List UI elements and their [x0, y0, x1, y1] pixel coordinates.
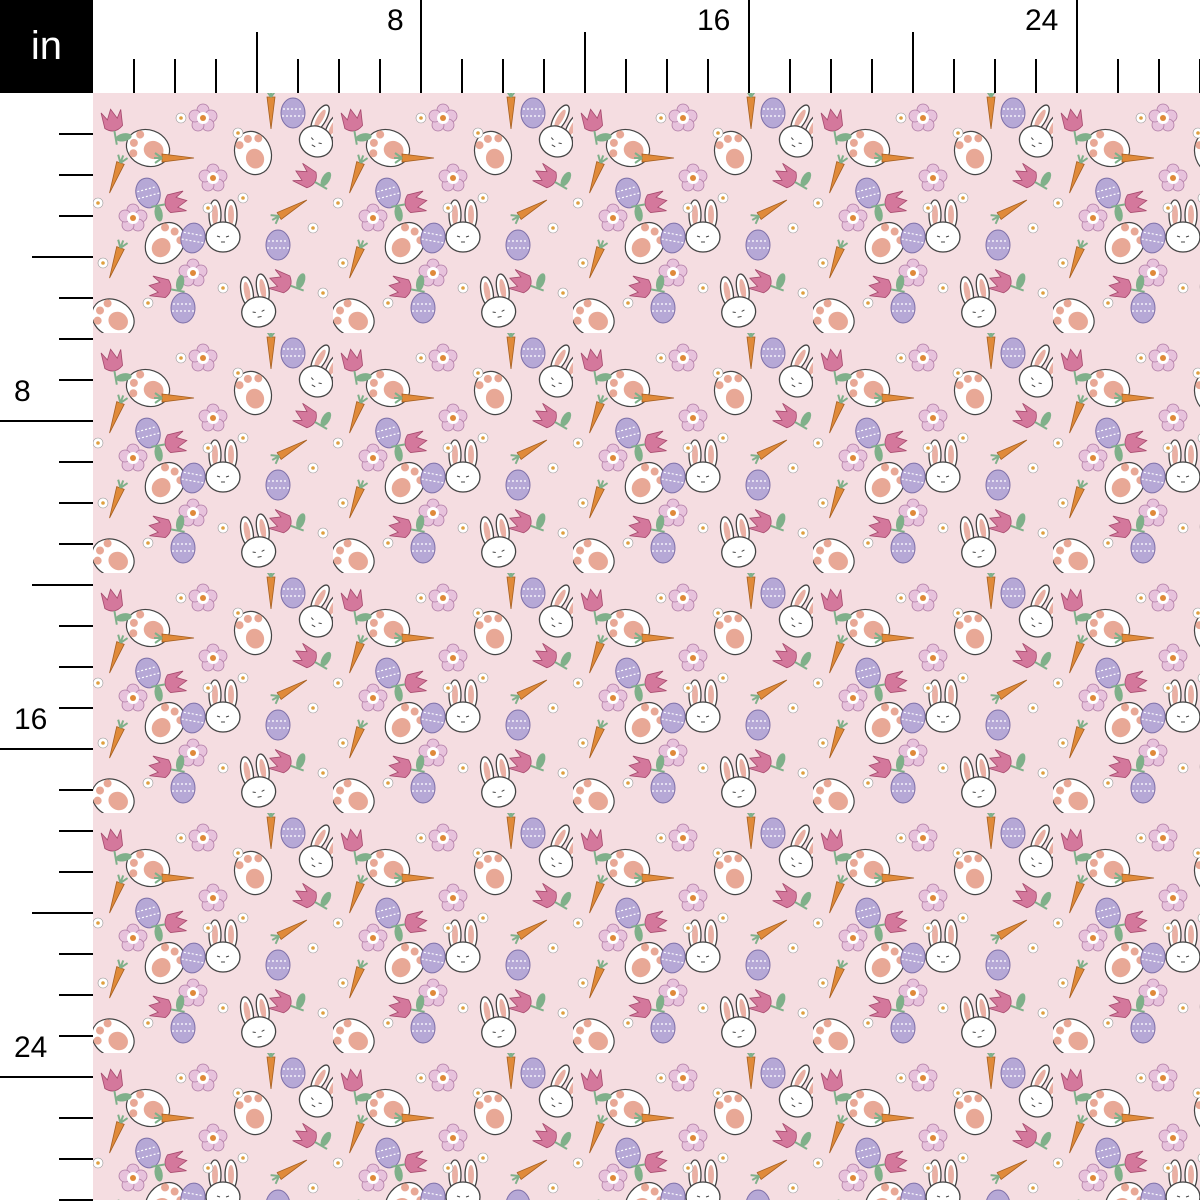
ruler-tick [502, 59, 504, 93]
ruler-tick [59, 789, 93, 791]
ruler-tick [338, 59, 340, 93]
ruler-tick [59, 338, 93, 340]
ruler-tick [379, 59, 381, 93]
ruler-tick [59, 707, 93, 709]
ruler-tick [59, 543, 93, 545]
easter-bunny-print [93, 93, 1200, 1200]
ruler-tick [0, 748, 93, 750]
ruler-tick [994, 59, 996, 93]
ruler-tick [32, 584, 93, 586]
ruler-tick [59, 625, 93, 627]
ruler-tick [59, 297, 93, 299]
ruler-tick [912, 32, 914, 93]
ruler-tick [707, 59, 709, 93]
ruler-tick [871, 59, 873, 93]
ruler-tick [748, 0, 750, 93]
ruler-tick [953, 59, 955, 93]
ruler-tick [59, 1158, 93, 1160]
fabric-pattern [93, 93, 1200, 1200]
ruler-tick [461, 59, 463, 93]
ruler-tick [32, 256, 93, 258]
ruler-tick [297, 59, 299, 93]
ruler-tick [59, 461, 93, 463]
ruler-tick [0, 1076, 93, 1078]
ruler-tick [59, 871, 93, 873]
left-ruler-label-8: 8 [14, 375, 31, 408]
ruler-tick [666, 59, 668, 93]
ruler-tick [543, 59, 545, 93]
top-ruler: 8 16 24 [93, 0, 1200, 93]
top-ruler-label-8: 8 [387, 4, 404, 37]
ruler-tick [215, 59, 217, 93]
ruler-tick [32, 912, 93, 914]
ruler-tick [1035, 59, 1037, 93]
ruler-tick [133, 59, 135, 93]
ruler-tick [174, 59, 176, 93]
top-ruler-label-16: 16 [697, 4, 731, 37]
ruler-tick [625, 59, 627, 93]
ruler-tick [59, 379, 93, 381]
ruler-tick [1117, 59, 1119, 93]
ruler-tick [1076, 0, 1078, 93]
left-ruler-label-24: 24 [14, 1031, 48, 1064]
top-ruler-label-24: 24 [1025, 4, 1059, 37]
ruler-tick [59, 666, 93, 668]
ruler-tick [59, 174, 93, 176]
ruler-tick [59, 994, 93, 996]
unit-label: in [0, 0, 93, 93]
ruler-tick [789, 59, 791, 93]
ruler-tick [59, 502, 93, 504]
ruler-tick [59, 1117, 93, 1119]
ruler-tick [420, 0, 422, 93]
left-ruler-label-16: 16 [14, 703, 48, 736]
ruler-tick [256, 32, 258, 93]
left-ruler: 8 16 24 [0, 93, 93, 1201]
ruler-tick [59, 215, 93, 217]
ruler-tick [1158, 59, 1160, 93]
ruler-tick [59, 830, 93, 832]
ruler-tick [830, 59, 832, 93]
ruler-tick [584, 32, 586, 93]
ruler-tick [59, 953, 93, 955]
ruler-tick [59, 1035, 93, 1037]
ruler-tick [0, 420, 93, 422]
ruler-tick [59, 133, 93, 135]
